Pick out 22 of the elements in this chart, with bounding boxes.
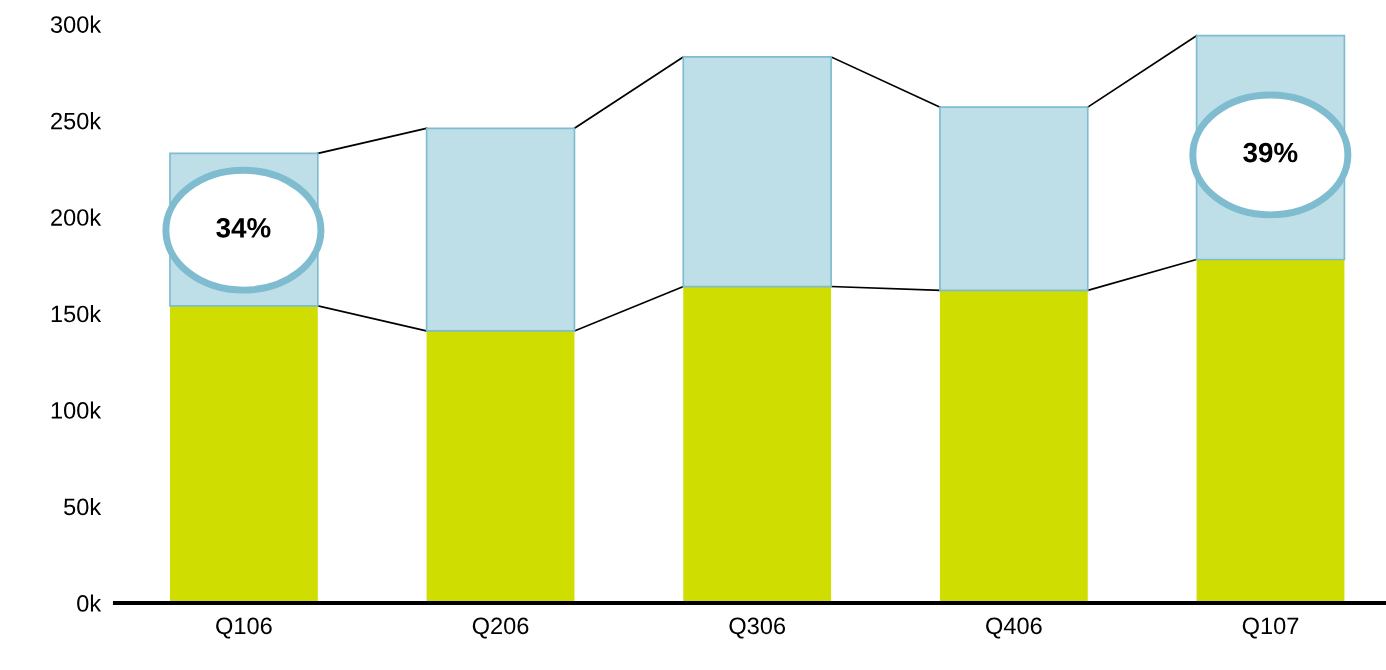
bar bbox=[683, 286, 832, 603]
bar bbox=[682, 56, 832, 288]
annotation: 34% bbox=[216, 217, 271, 238]
bar bbox=[169, 305, 318, 603]
y-tick-label: 100k bbox=[51, 401, 102, 419]
bar bbox=[425, 127, 576, 332]
x-tick-label: Q406 bbox=[986, 617, 1042, 639]
y-tick-label: 0k bbox=[77, 594, 102, 612]
annotation: 39% bbox=[1243, 142, 1298, 163]
bar bbox=[939, 106, 1089, 292]
y-tick-label: 250k bbox=[51, 112, 102, 130]
x-tick-label: Q107 bbox=[1242, 617, 1299, 639]
y-tick-label: 150k bbox=[51, 305, 102, 323]
y-tick-label: 300k bbox=[50, 15, 102, 33]
y-tick-label: 50k bbox=[64, 497, 102, 516]
x-tick-label: Q306 bbox=[729, 617, 786, 639]
x-tick-label: Q106 bbox=[216, 617, 272, 639]
bar bbox=[426, 330, 575, 603]
bar bbox=[1196, 259, 1345, 603]
y-tick-label: 200k bbox=[51, 208, 102, 226]
x-tick-label: Q206 bbox=[472, 617, 529, 639]
bar bbox=[939, 290, 1088, 603]
